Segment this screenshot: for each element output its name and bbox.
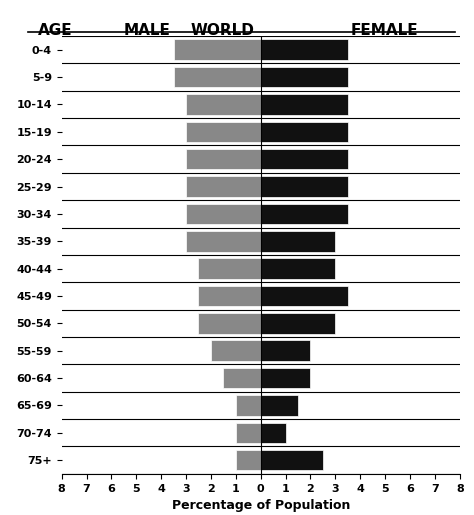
Bar: [261, 259, 336, 279]
Bar: [261, 313, 336, 334]
Bar: [186, 122, 261, 142]
Bar: [261, 340, 310, 361]
Bar: [261, 395, 298, 416]
Bar: [173, 40, 261, 60]
X-axis label: Percentage of Population: Percentage of Population: [172, 499, 350, 512]
Bar: [186, 203, 261, 224]
Bar: [236, 422, 261, 443]
Bar: [236, 395, 261, 416]
Bar: [199, 286, 261, 306]
Bar: [173, 67, 261, 88]
Bar: [261, 450, 323, 470]
Bar: [261, 203, 348, 224]
Bar: [261, 67, 348, 88]
Bar: [186, 231, 261, 251]
Bar: [236, 450, 261, 470]
Bar: [261, 286, 348, 306]
Bar: [261, 422, 285, 443]
Bar: [211, 340, 261, 361]
Bar: [199, 313, 261, 334]
Bar: [261, 122, 348, 142]
Bar: [199, 259, 261, 279]
Bar: [186, 94, 261, 115]
Text: FEMALE: FEMALE: [351, 23, 419, 38]
Bar: [223, 368, 261, 388]
Bar: [261, 368, 310, 388]
Bar: [261, 40, 348, 60]
Bar: [261, 149, 348, 169]
Text: WORLD: WORLD: [191, 23, 255, 38]
Bar: [261, 176, 348, 197]
Text: AGE: AGE: [38, 23, 73, 38]
Bar: [186, 149, 261, 169]
Text: MALE: MALE: [123, 23, 170, 38]
Bar: [261, 94, 348, 115]
Bar: [186, 176, 261, 197]
Bar: [261, 231, 336, 251]
